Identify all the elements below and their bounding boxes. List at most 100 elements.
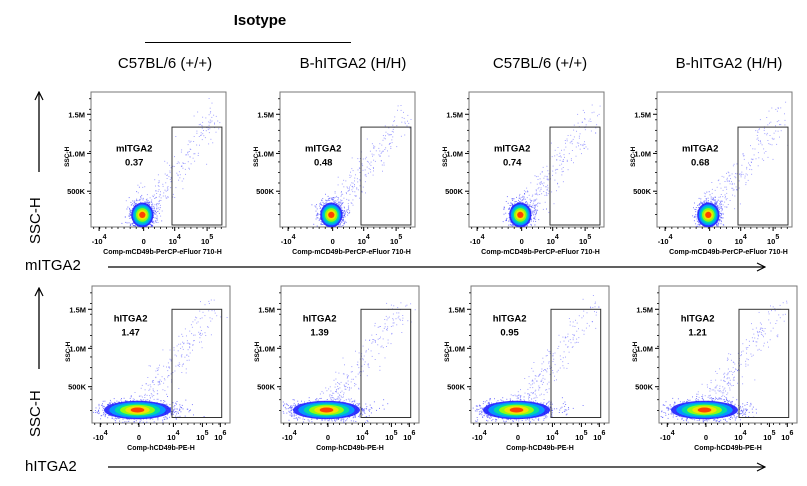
event-dot [537,202,539,204]
event-dot [758,129,760,131]
event-dot [343,186,345,188]
event-dot [721,209,723,211]
event-dot [771,107,773,109]
event-dot [183,162,184,164]
event-dot [390,146,392,148]
event-dot [193,153,195,155]
event-dot [337,176,339,178]
event-dot [710,201,712,203]
event-dot [322,205,324,207]
event-dot [718,219,720,221]
event-dot [122,421,124,423]
event-dot [151,204,153,206]
event-dot [566,138,568,140]
event-dot [373,147,375,149]
event-dot [561,168,563,170]
event-dot [152,195,154,197]
event-dot [344,222,345,224]
event-dot [355,174,356,176]
event-dot [757,132,759,133]
event-dot [187,154,189,156]
event-dot [346,209,348,211]
event-dot [155,210,157,212]
event-dot [348,205,350,207]
event-dot [354,185,355,187]
event-dot [558,156,560,157]
event-dot [785,101,787,103]
event-dot [159,194,161,196]
event-dot [724,197,726,199]
event-dot [519,194,520,196]
event-dot [170,181,172,183]
event-dot [364,174,366,176]
event-dot [404,134,406,136]
event-dot [703,192,705,194]
event-dot [185,154,187,156]
plot-frame [656,91,793,228]
event-dot [351,202,353,204]
event-dot [694,215,695,217]
event-dot [572,138,574,140]
event-dot [142,186,144,188]
event-dot [539,190,541,192]
event-dot [340,225,342,227]
event-dot [535,190,537,192]
event-dot [149,223,151,225]
event-dot [534,199,536,201]
event-dot [778,120,780,122]
event-dot [169,164,171,166]
event-dot [199,144,200,146]
event-dot [527,202,529,204]
event-dot [748,162,749,164]
event-dot [754,148,756,150]
event-dot [321,224,323,225]
event-dot [383,137,385,139]
event-dot [208,114,210,116]
event-dot [177,411,179,413]
event-dot [510,205,512,207]
event-dot [375,150,377,152]
event-dot [533,214,535,216]
event-dot [103,408,105,409]
event-dot [555,172,557,174]
event-dot [369,169,371,170]
event-dot [547,179,549,181]
event-dot [714,196,716,198]
x-tick-label: 104 [547,234,559,246]
event-dot [761,144,763,146]
event-dot [336,196,338,198]
event-dot [509,207,510,209]
event-dot [780,124,782,126]
event-dot [717,225,719,227]
event-dot [170,187,172,189]
event-dot [531,212,533,214]
event-dot [533,218,535,220]
event-dot [124,216,126,218]
event-dot [694,202,695,204]
event-dot [548,190,550,192]
event-dot [320,202,322,204]
event-dot [321,221,323,223]
event-dot [327,195,329,197]
event-dot [531,206,532,208]
event-dot [536,198,538,200]
event-dot [732,165,734,167]
row1-x-axis-label: mITGA2 [25,257,81,274]
event-dot [118,401,120,403]
x-tick-label: -104 [281,234,296,246]
event-dot [540,189,542,190]
event-dot [332,198,334,200]
event-dot [757,130,759,132]
event-dot [505,212,507,214]
event-dot [146,200,148,202]
event-dot [707,197,709,199]
density-contour [517,211,524,218]
event-dot [151,201,153,203]
event-dot [100,415,102,417]
event-dot [540,181,542,183]
event-dot [211,116,213,118]
event-dot [527,204,529,206]
event-dot [155,197,157,199]
event-dot [129,225,131,227]
event-dot [724,194,726,196]
